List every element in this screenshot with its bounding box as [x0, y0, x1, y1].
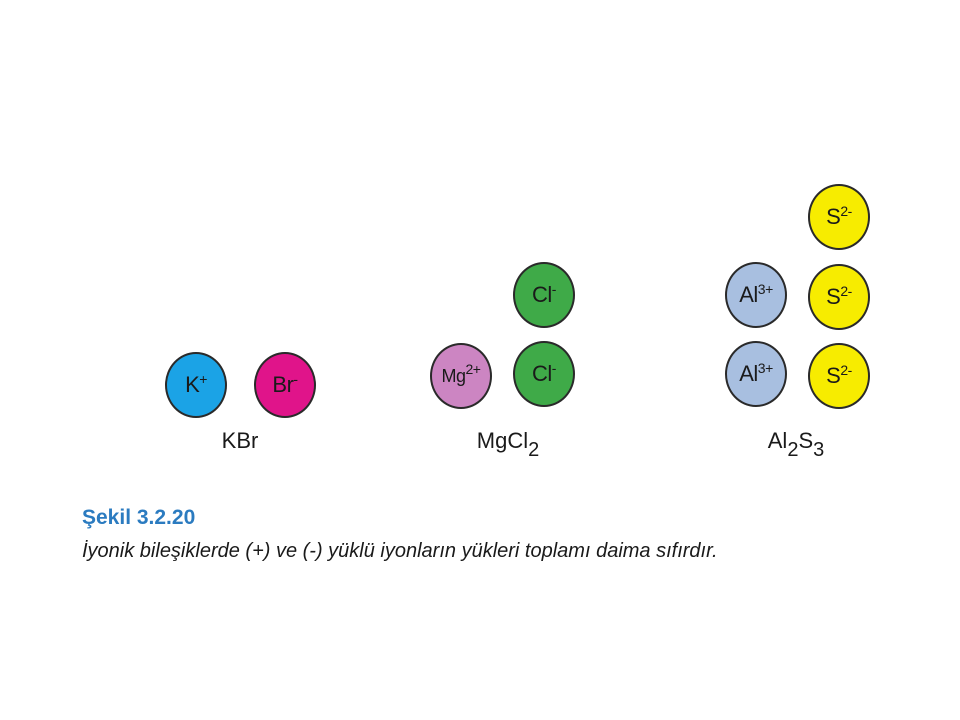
ion-symbol: Cl — [532, 282, 552, 307]
formula-subscript: 3 — [813, 439, 825, 461]
formula-subscript: 2 — [787, 439, 799, 461]
formula-subscript: 2 — [528, 439, 540, 461]
ion-magnesium: Mg 2+ — [430, 343, 492, 409]
formula-part: S — [798, 428, 814, 453]
formula-part: Al — [767, 428, 788, 453]
ion-symbol: Br — [272, 372, 294, 397]
ion-charge: 2- — [840, 283, 852, 299]
ion-symbol: Al — [739, 282, 758, 307]
ion-sulfide: S 2- — [808, 343, 870, 409]
ion-sulfide: S 2- — [808, 184, 870, 250]
formula-mgcl2: MgCl2 — [476, 428, 539, 461]
ion-symbol: S — [826, 284, 841, 309]
ion-chloride: Cl - — [513, 262, 575, 328]
ion-charge: - — [293, 371, 298, 387]
ion-symbol: S — [826, 363, 841, 388]
ion-charge: 2- — [840, 362, 852, 378]
ion-symbol: Cl — [532, 361, 552, 386]
ion-charge: 3+ — [757, 360, 773, 376]
ion-charge: - — [551, 360, 557, 376]
ion-aluminium: Al 3+ — [725, 262, 787, 328]
ion-charge: + — [199, 371, 207, 387]
figure-caption-text: İyonik bileşiklerde (+) ve (-) yüklü iyo… — [82, 540, 718, 562]
formula-part: MgCl — [476, 428, 529, 453]
ion-charge: 2+ — [465, 361, 481, 377]
ion-charge: 2- — [840, 203, 852, 219]
ion-aluminium: Al 3+ — [725, 341, 787, 407]
ion-charge: - — [551, 281, 557, 297]
formula-al2s3: Al2S3 — [767, 428, 825, 461]
ion-symbol: Mg — [441, 365, 467, 386]
ion-bromide: Br - — [254, 352, 316, 418]
formula-part: KBr — [221, 428, 259, 453]
figure-caption-title: Şekil 3.2.20 — [82, 506, 196, 529]
ion-chloride: Cl - — [513, 341, 575, 407]
ion-potassium: K + — [165, 352, 227, 418]
formula-kbr: KBr — [222, 428, 259, 454]
ion-symbol: S — [826, 204, 841, 229]
ion-sulfide: S 2- — [808, 264, 870, 330]
ion-charge: 3+ — [757, 281, 773, 297]
ion-symbol: K — [185, 372, 200, 397]
ion-symbol: Al — [739, 361, 758, 386]
